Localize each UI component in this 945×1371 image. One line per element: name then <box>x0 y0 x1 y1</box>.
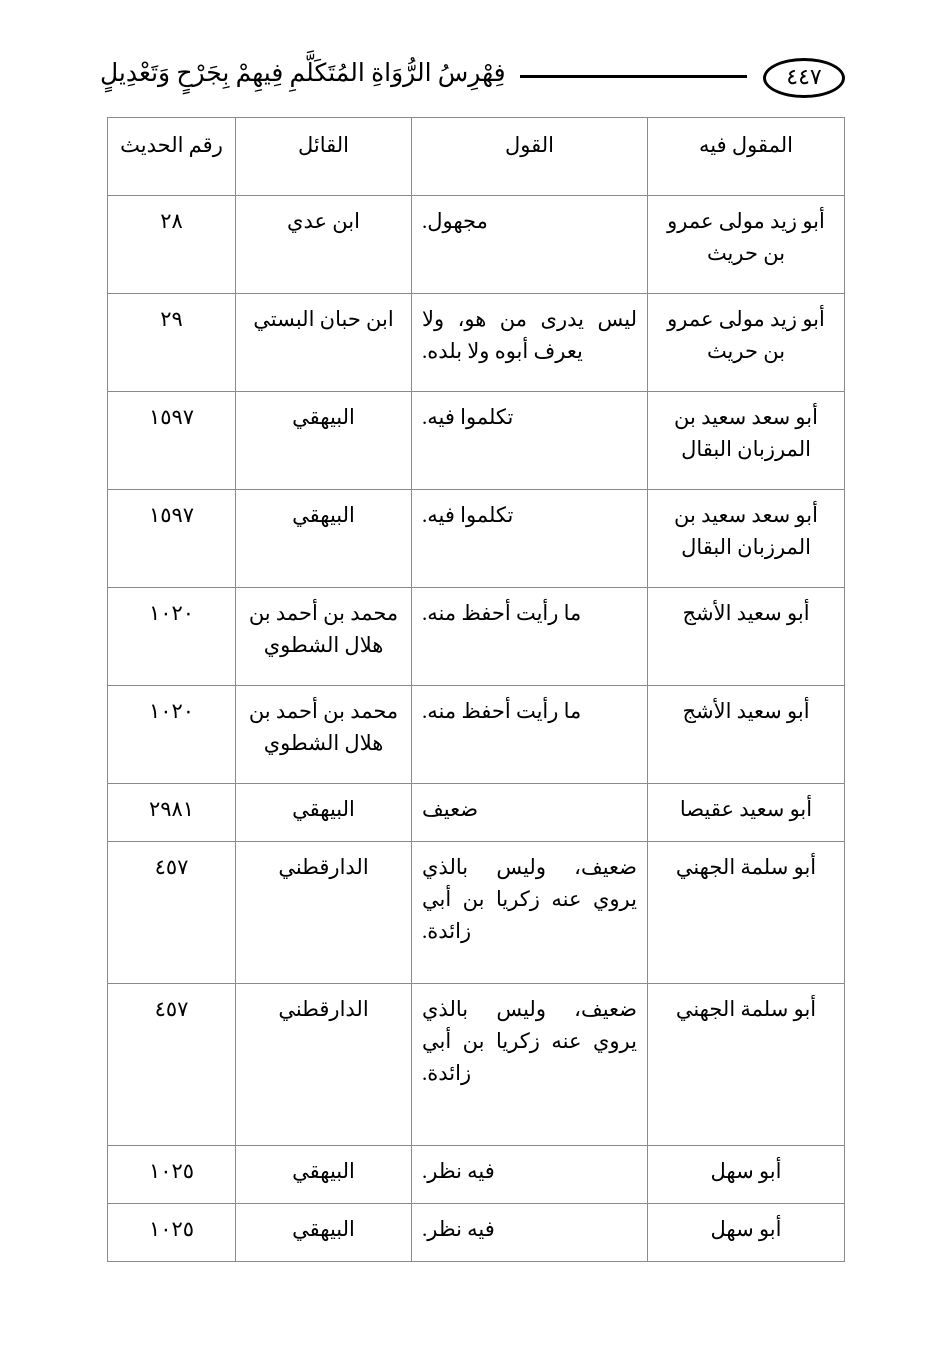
cell-qail: البيهقي <box>235 1203 412 1262</box>
cell-maqul-fih: أبو سعيد الأشج <box>647 685 845 784</box>
cell-qail: الدارقطني <box>235 983 412 1146</box>
cell-raqm-hadith: ١٠٢٠ <box>107 685 236 784</box>
cell-qail: الدارقطني <box>235 841 412 984</box>
cell-raqm-hadith: ١٥٩٧ <box>107 489 236 588</box>
cell-qawl: ما رأيت أحفظ منه. <box>411 685 648 784</box>
narrators-index-table-wrapper: المقول فيه القول القائل رقم الحديث أبو ز… <box>107 117 845 1262</box>
table-row: أبو سعيد الأشج ما رأيت أحفظ منه. محمد بن… <box>107 587 845 686</box>
page-number: ٤٤٧ <box>763 58 845 98</box>
cell-raqm-hadith: ٢٨ <box>107 195 236 294</box>
column-header-maqul-fih: المقول فيه <box>647 117 845 196</box>
cell-raqm-hadith: ٤٥٧ <box>107 841 236 984</box>
column-header-qawl: القول <box>411 117 648 196</box>
cell-qail: البيهقي <box>235 489 412 588</box>
table-row: أبو سعد سعيد بن المرزبان البقال تكلموا ف… <box>107 489 845 588</box>
cell-maqul-fih: أبو سعد سعيد بن المرزبان البقال <box>647 489 845 588</box>
table-header-row: المقول فيه القول القائل رقم الحديث <box>107 117 845 196</box>
cell-raqm-hadith: ١٠٢٥ <box>107 1203 236 1262</box>
cell-maqul-fih: أبو سعيد الأشج <box>647 587 845 686</box>
table-row: أبو سعيد الأشج ما رأيت أحفظ منه. محمد بن… <box>107 685 845 784</box>
cell-raqm-hadith: ٢٩ <box>107 293 236 392</box>
cell-raqm-hadith: ١٥٩٧ <box>107 391 236 490</box>
table-header: المقول فيه القول القائل رقم الحديث <box>107 117 845 196</box>
cell-qawl: ليس يدرى من هو، ولا يعرف أبوه ولا بلده. <box>411 293 648 392</box>
cell-raqm-hadith: ١٠٢٠ <box>107 587 236 686</box>
cell-raqm-hadith: ٤٥٧ <box>107 983 236 1146</box>
table-row: أبو سلمة الجهني ضعيف، وليس بالذي يروي عن… <box>107 841 845 984</box>
cell-maqul-fih: أبو سهل <box>647 1145 845 1204</box>
cell-qawl: ضعيف، وليس بالذي يروي عنه زكريا بن أبي ز… <box>411 841 648 984</box>
cell-qawl: ضعيف <box>411 783 648 842</box>
table-row: أبو سلمة الجهني ضعيف، وليس بالذي يروي عن… <box>107 983 845 1146</box>
table-row: أبو سعد سعيد بن المرزبان البقال تكلموا ف… <box>107 391 845 490</box>
cell-maqul-fih: أبو سعد سعيد بن المرزبان البقال <box>647 391 845 490</box>
table-row: أبو سهل فيه نظر. البيهقي ١٠٢٥ <box>107 1145 845 1204</box>
cell-qawl: ما رأيت أحفظ منه. <box>411 587 648 686</box>
cell-raqm-hadith: ١٠٢٥ <box>107 1145 236 1204</box>
cell-qail: البيهقي <box>235 391 412 490</box>
cell-qawl: ضعيف، وليس بالذي يروي عنه زكريا بن أبي ز… <box>411 983 648 1146</box>
cell-maqul-fih: أبو سلمة الجهني <box>647 841 845 984</box>
cell-qawl: فيه نظر. <box>411 1145 648 1204</box>
table-row: أبو سعيد عقيصا ضعيف البيهقي ٢٩٨١ <box>107 783 845 842</box>
cell-maqul-fih: أبو سعيد عقيصا <box>647 783 845 842</box>
cell-maqul-fih: أبو زيد مولى عمرو بن حريث <box>647 195 845 294</box>
cell-qail: البيهقي <box>235 1145 412 1204</box>
column-header-raqm-hadith: رقم الحديث <box>107 117 236 196</box>
cell-qawl: مجهول. <box>411 195 648 294</box>
column-header-qail: القائل <box>235 117 412 196</box>
table-row: أبو سهل فيه نظر. البيهقي ١٠٢٥ <box>107 1203 845 1262</box>
running-head: ٤٤٧ فِهْرِسُ الرُّوَاةِ المُتَكَلَّمِ فِ… <box>100 50 845 106</box>
cell-maqul-fih: أبو سلمة الجهني <box>647 983 845 1146</box>
narrators-index-table: المقول فيه القول القائل رقم الحديث أبو ز… <box>107 117 845 1262</box>
cell-raqm-hadith: ٢٩٨١ <box>107 783 236 842</box>
cell-qail: محمد بن أحمد بن هلال الشطوي <box>235 587 412 686</box>
cell-qail: محمد بن أحمد بن هلال الشطوي <box>235 685 412 784</box>
cell-maqul-fih: أبو سهل <box>647 1203 845 1262</box>
cell-qawl: تكلموا فيه. <box>411 489 648 588</box>
cell-qail: ابن عدي <box>235 195 412 294</box>
cell-maqul-fih: أبو زيد مولى عمرو بن حريث <box>647 293 845 392</box>
table-row: أبو زيد مولى عمرو بن حريث مجهول. ابن عدي… <box>107 195 845 294</box>
cell-qawl: تكلموا فيه. <box>411 391 648 490</box>
cell-qail: البيهقي <box>235 783 412 842</box>
page-title: فِهْرِسُ الرُّوَاةِ المُتَكَلَّمِ فِيهِم… <box>100 60 506 87</box>
cell-qawl: فيه نظر. <box>411 1203 648 1262</box>
cell-qail: ابن حبان البستي <box>235 293 412 392</box>
table-row: أبو زيد مولى عمرو بن حريث ليس يدرى من هو… <box>107 293 845 392</box>
table-body: أبو زيد مولى عمرو بن حريث مجهول. ابن عدي… <box>107 195 845 1262</box>
header-divider-rule <box>519 74 747 78</box>
